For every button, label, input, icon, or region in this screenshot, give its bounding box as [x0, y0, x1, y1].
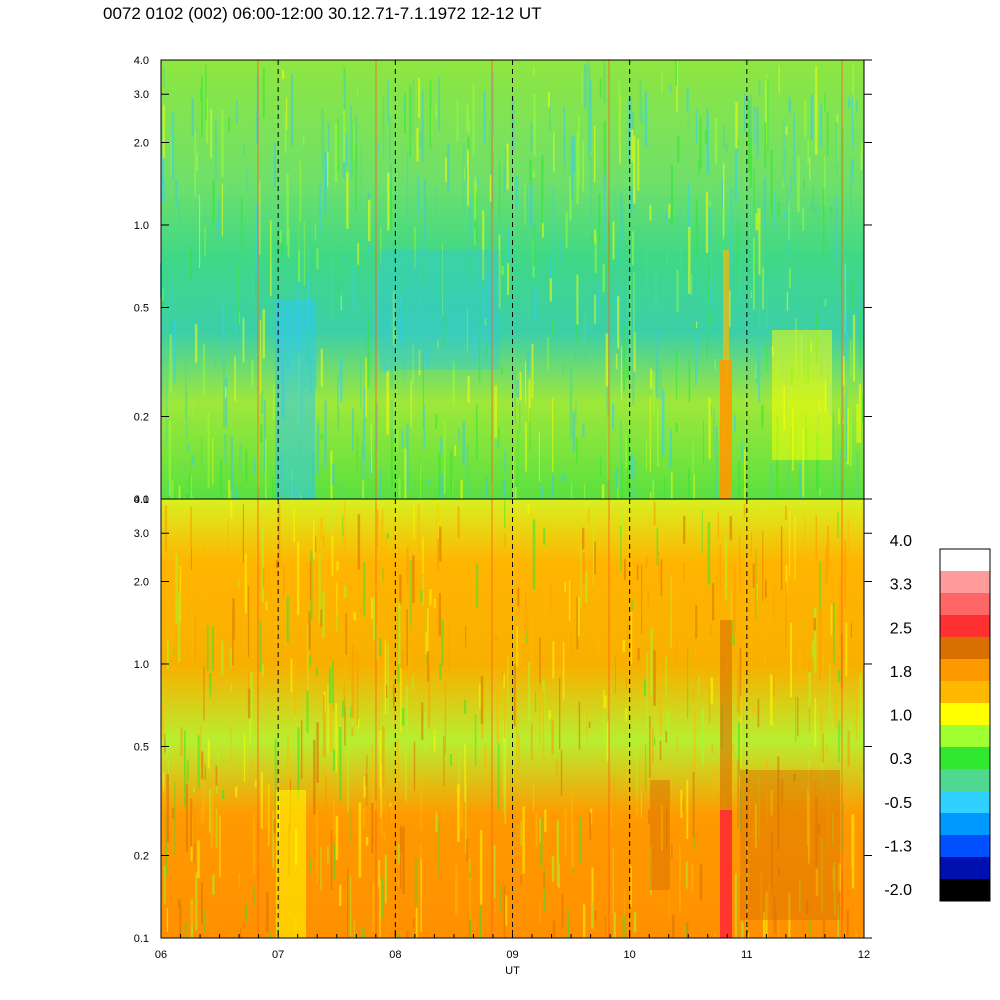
y-tick-label: 0.2 [134, 412, 149, 424]
burst-feature [723, 250, 729, 360]
blue-region [275, 300, 315, 499]
colorbar-swatch [940, 747, 990, 770]
colorbar-swatch [940, 725, 990, 748]
x-tick-label: 07 [272, 949, 284, 961]
colorbar-tick-label: 2.5 [890, 620, 912, 637]
y-tick-label: 4.0 [134, 55, 149, 67]
yellow-region [772, 330, 832, 460]
y-tick-label: 0.1 [134, 494, 149, 506]
colorbar-swatch [940, 593, 990, 616]
colorbar-tick-label: 3.3 [890, 577, 912, 594]
colorbar-tick-label: -1.3 [884, 838, 912, 855]
y-tick-label: 4.0 [134, 494, 149, 506]
colorbar-swatch [940, 659, 990, 682]
colorbar-frame [939, 548, 991, 902]
colorbar-tick-label: -2.0 [884, 882, 912, 899]
y-tick-label: 0.5 [134, 302, 149, 314]
x-tick-label: 12 [858, 949, 870, 961]
colorbar-swatch [940, 857, 990, 880]
colorbar-swatch [940, 549, 990, 572]
colorbar-swatch [940, 769, 990, 792]
yellow-region [276, 790, 306, 938]
colorbar-tick-label: 1.8 [890, 664, 912, 681]
colorbar-swatch [940, 571, 990, 594]
spectrogram-panel-2: 4.0 3.0 2.0 1.0 0.5 0.2 0.1 [134, 494, 872, 945]
blue-region [380, 250, 500, 370]
chart-title: 0072 0102 (002) 06:00-12:00 30.12.71-7.1… [103, 4, 542, 23]
x-axis: 06 07 08 09 10 11 12 UT [155, 930, 870, 977]
spectrogram-panel-1: 4.0 3.0 2.0 1.0 0.5 0.2 0.1 [134, 55, 872, 506]
colorbar-swatch [940, 615, 990, 638]
colorbar-swatch [940, 791, 990, 814]
y-tick-label: 3.0 [134, 89, 149, 101]
colorbar-swatch [940, 813, 990, 836]
x-tick-label: 06 [155, 949, 167, 961]
burst-feature [720, 360, 732, 499]
colorbar-tick-label: 1.0 [890, 708, 912, 725]
colorbar-swatch [940, 637, 990, 660]
orange-region [740, 770, 840, 920]
colorbar: 4.0 3.3 2.5 1.8 1.0 0.3 -0.5 -1.3 -2.0 [884, 533, 991, 902]
x-tick-label: 10 [624, 949, 636, 961]
x-tick-label: 11 [741, 949, 752, 961]
colorbar-swatch [940, 681, 990, 704]
x-axis-label: UT [505, 965, 520, 977]
colorbar-swatch [940, 703, 990, 726]
burst-feature [720, 620, 732, 810]
y-tick-label: 1.0 [134, 659, 149, 671]
colorbar-swatch [940, 835, 990, 858]
x-tick-label: 09 [506, 949, 518, 961]
colorbar-swatch [940, 879, 990, 902]
colorbar-tick-label: 0.3 [890, 751, 912, 768]
x-tick-label: 08 [389, 949, 401, 961]
spectrogram-texture [161, 500, 865, 938]
y-tick-label: 2.0 [134, 137, 149, 149]
colorbar-tick-label: -0.5 [884, 795, 912, 812]
y-tick-label: 3.0 [134, 528, 149, 540]
y-tick-label: 0.2 [134, 851, 149, 863]
burst-feature [720, 810, 732, 938]
orange-region [650, 780, 670, 890]
y-tick-label: 1.0 [134, 220, 149, 232]
y-tick-label: 0.5 [134, 741, 149, 753]
colorbar-tick-label: 4.0 [890, 533, 912, 550]
y-tick-label: 2.0 [134, 576, 149, 588]
y-tick-label: 0.1 [134, 933, 149, 945]
